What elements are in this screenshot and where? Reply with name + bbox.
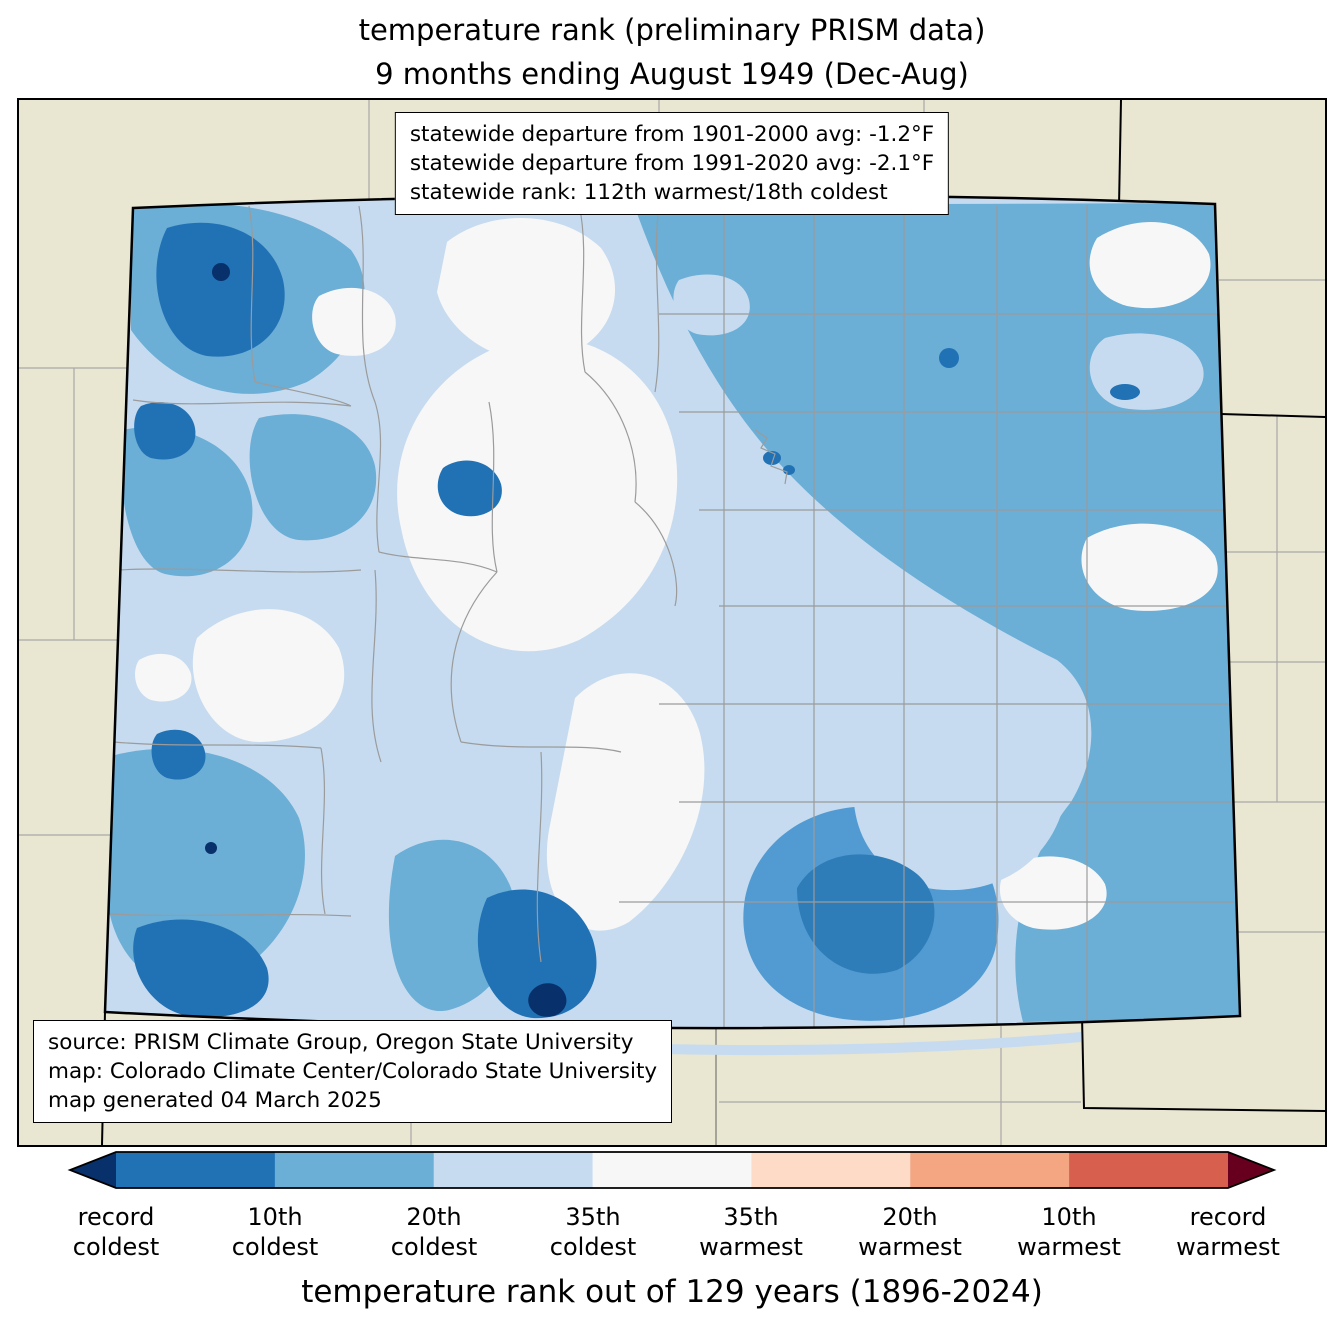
stats-line-1: statewide departure from 1901-2000 avg: … [409, 122, 935, 147]
colorbar-label-10th-warmest: 10th warmest [1017, 1203, 1121, 1261]
colorbar-label-35th-warmest: 35th warmest [699, 1203, 803, 1261]
colorbar-label-20th-warmest: 20th warmest [858, 1203, 962, 1261]
colorbar-arrow-left [70, 1152, 116, 1188]
title-line-2: 9 months ending August 1949 (Dec-Aug) [375, 57, 969, 91]
source-line-3: map generated 04 March 2025 [48, 1088, 382, 1113]
stats-line-2: statewide departure from 1991-2020 avg: … [409, 151, 935, 176]
colorbar-caption: temperature rank out of 129 years (1896-… [301, 1274, 1043, 1310]
colorbar-outline [67, 1151, 1277, 1189]
map-panel: statewide departure from 1901-2000 avg: … [17, 98, 1327, 1147]
source-line-1: source: PRISM Climate Group, Oregon Stat… [48, 1030, 634, 1055]
colorbar-segment [910, 1152, 1070, 1188]
colorbar-segment [433, 1152, 594, 1188]
colorbar-label-35th-coldest: 35th coldest [549, 1203, 637, 1261]
colorbar-segment [1069, 1152, 1229, 1188]
colorbar-svg [67, 1151, 1277, 1189]
colorbar-segment [274, 1152, 435, 1188]
source-box: source: PRISM Climate Group, Oregon Stat… [33, 1020, 673, 1123]
colorbar-segment [592, 1152, 753, 1188]
figure-title: temperature rank (preliminary PRISM data… [0, 8, 1344, 96]
colorbar-label-20th-coldest: 20th coldest [390, 1203, 478, 1261]
colorado-map [19, 100, 1325, 1145]
source-line-2: map: Colorado Climate Center/Colorado St… [48, 1059, 658, 1084]
stats-box: statewide departure from 1901-2000 avg: … [394, 112, 950, 215]
colorbar-labels: record coldest 10th coldest 20th coldest… [66, 1202, 1280, 1268]
colorbar-label-10th-coldest: 10th coldest [231, 1203, 319, 1261]
colorbar-label-record-coldest: record coldest [72, 1203, 160, 1261]
colorbar-segment [116, 1152, 276, 1188]
colorbar-arrow-right [1228, 1152, 1274, 1188]
colorbar-segment [751, 1152, 911, 1188]
colorbar [66, 1150, 1278, 1190]
colorado-fill-layers [105, 194, 1240, 1029]
title-line-1: temperature rank (preliminary PRISM data… [358, 13, 986, 47]
colorbar-label-record-warmest: record warmest [1176, 1203, 1280, 1261]
stats-line-3: statewide rank: 112th warmest/18th colde… [409, 180, 888, 205]
colorado-county-lines [108, 203, 1234, 1029]
